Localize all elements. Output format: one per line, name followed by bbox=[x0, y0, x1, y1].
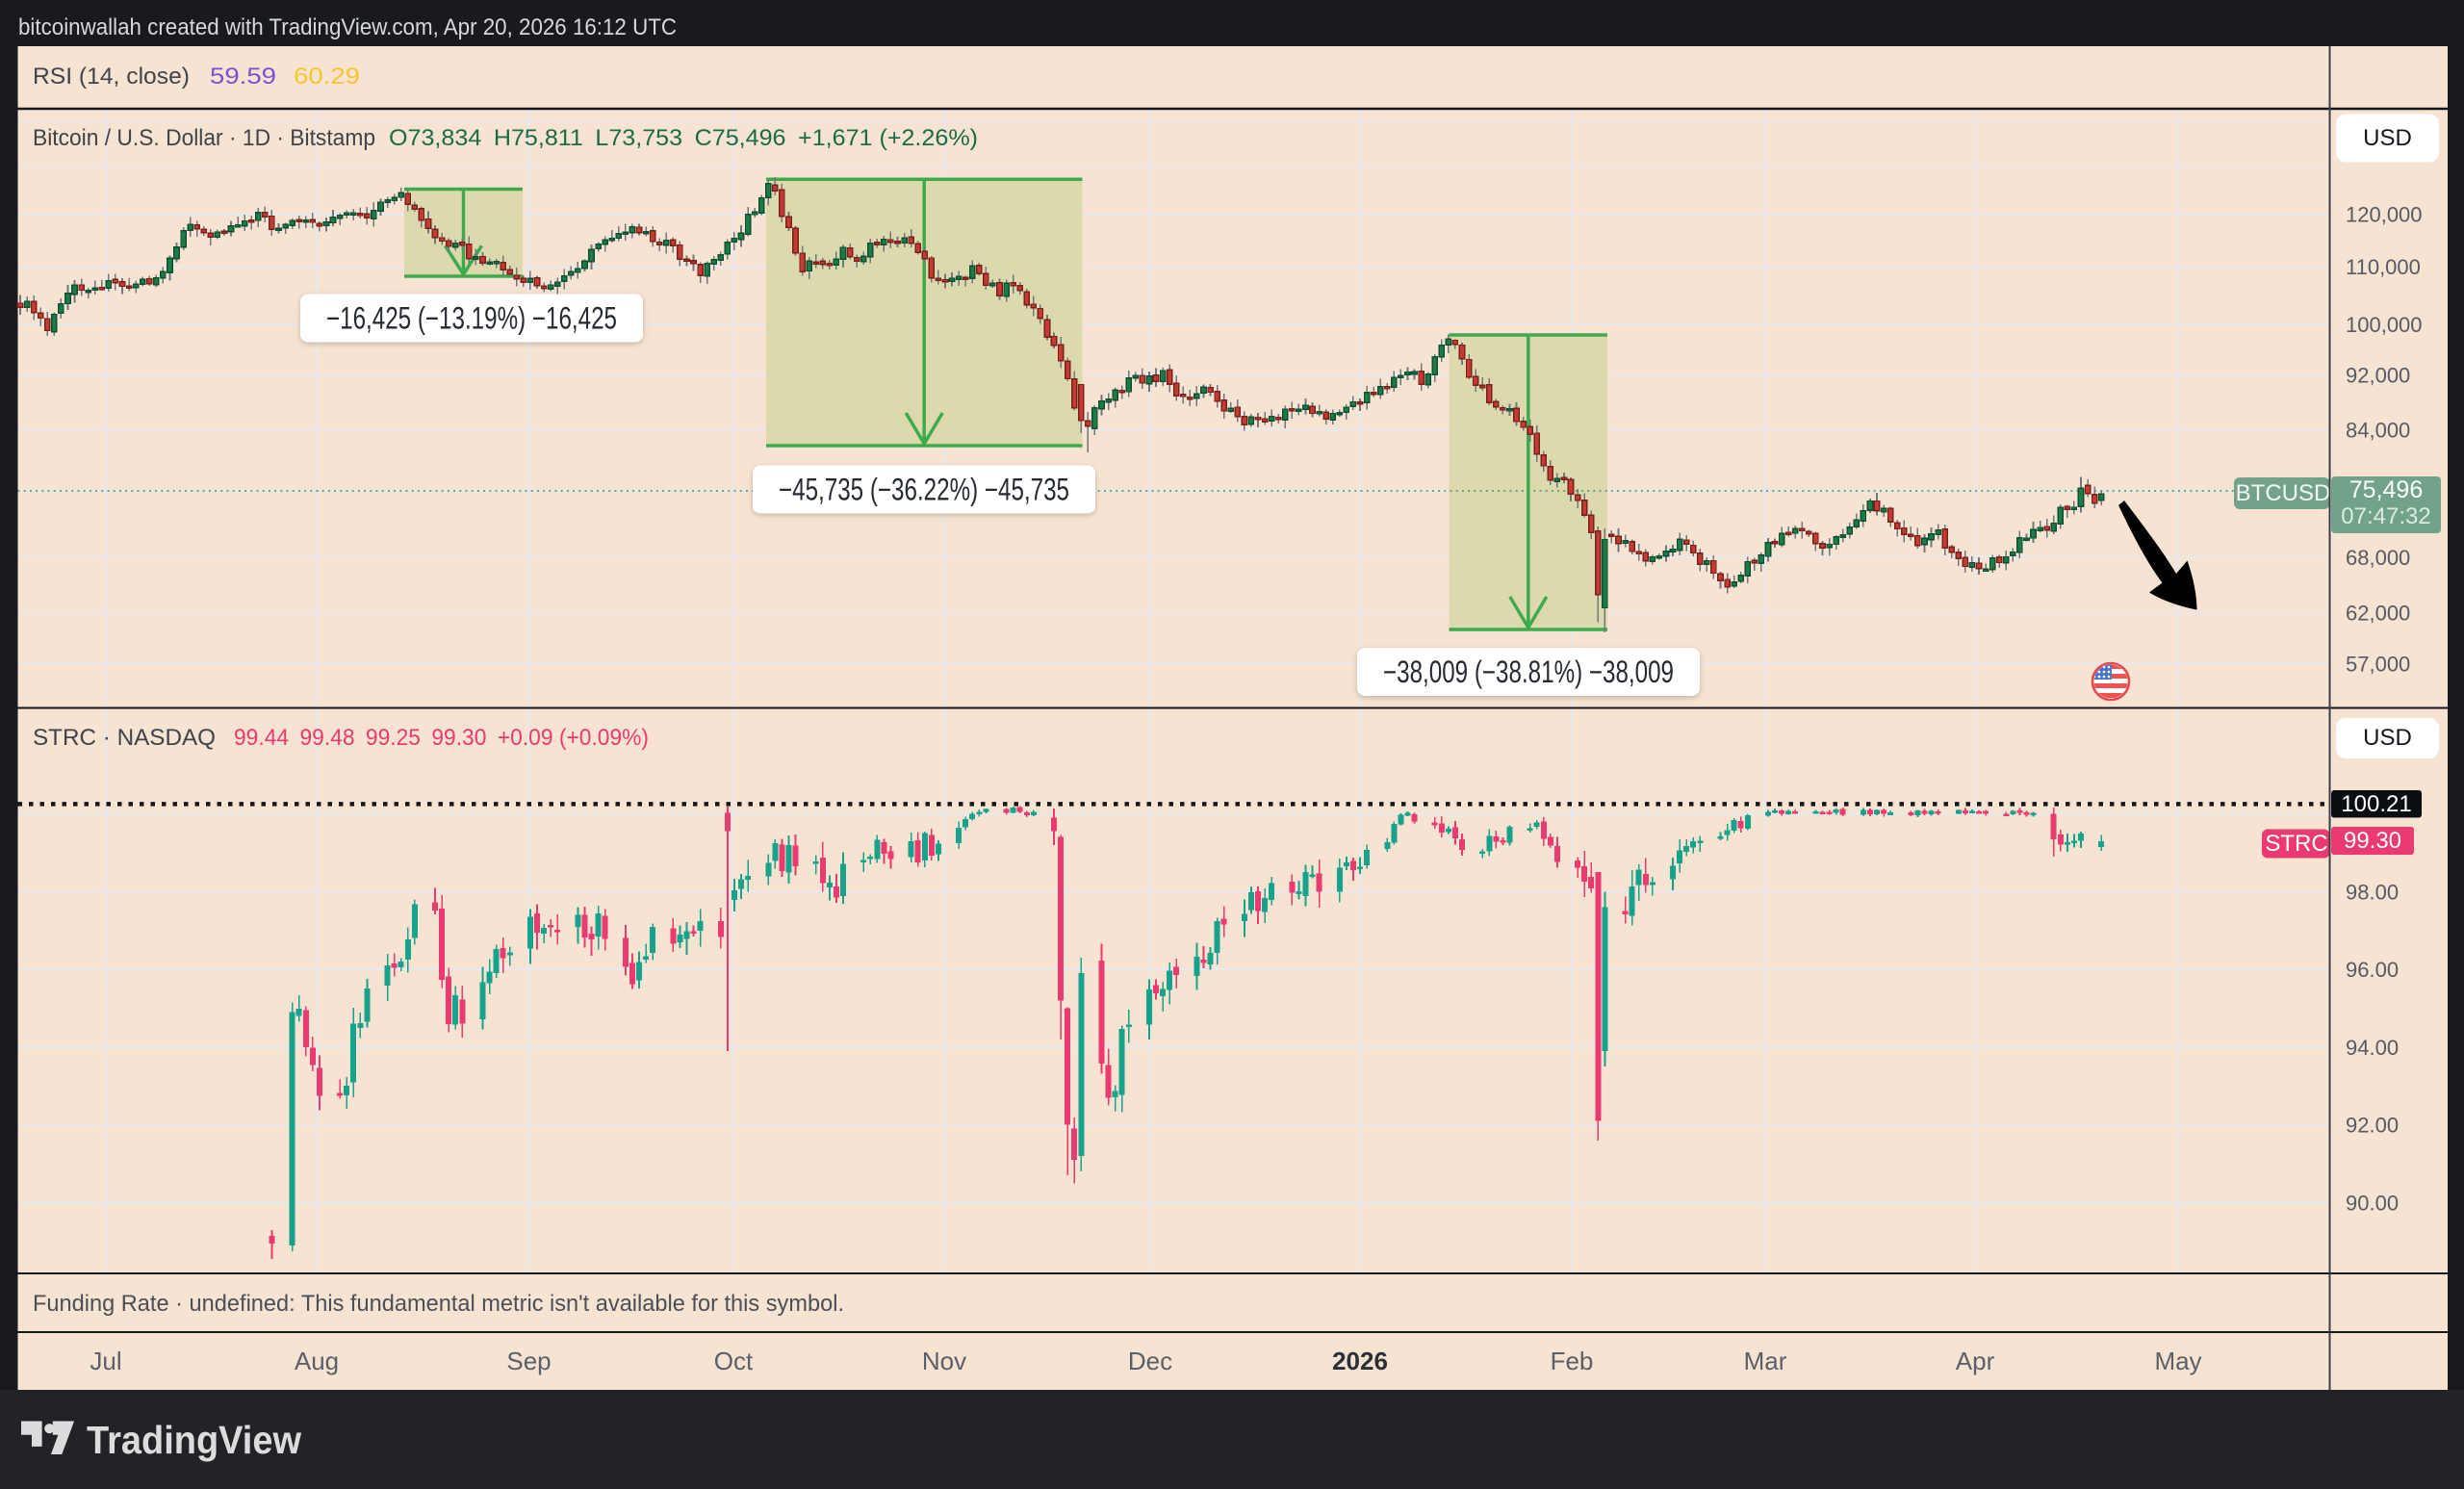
svg-text:57,000: 57,000 bbox=[2346, 652, 2410, 676]
svg-text:Sep: Sep bbox=[506, 1347, 551, 1375]
svg-text:−16,425 (−13.19%) −16,425: −16,425 (−13.19%) −16,425 bbox=[326, 301, 617, 336]
svg-text:59.59: 59.59 bbox=[210, 64, 276, 90]
svg-text:−45,735 (−36.22%) −45,735: −45,735 (−36.22%) −45,735 bbox=[779, 473, 1069, 507]
svg-text:USD: USD bbox=[2363, 125, 2412, 151]
svg-text:−38,009 (−38.81%) −38,009: −38,009 (−38.81%) −38,009 bbox=[1383, 655, 1674, 689]
svg-text:94.00: 94.00 bbox=[2346, 1036, 2399, 1060]
svg-text:90.00: 90.00 bbox=[2346, 1192, 2399, 1216]
svg-text:100.21: 100.21 bbox=[2341, 791, 2411, 817]
svg-text:Nov: Nov bbox=[922, 1347, 966, 1375]
svg-text:May: May bbox=[2154, 1347, 2201, 1375]
svg-text:Jul: Jul bbox=[90, 1347, 121, 1375]
svg-text:07:47:32: 07:47:32 bbox=[2341, 503, 2430, 529]
svg-text:99.30: 99.30 bbox=[2344, 828, 2401, 854]
svg-text:96.00: 96.00 bbox=[2346, 958, 2399, 982]
svg-text:110,000: 110,000 bbox=[2346, 255, 2421, 279]
svg-text:Dec: Dec bbox=[1128, 1347, 1172, 1375]
svg-text:92.00: 92.00 bbox=[2346, 1114, 2399, 1138]
svg-text:Mar: Mar bbox=[1744, 1347, 1787, 1375]
svg-text:98.00: 98.00 bbox=[2346, 880, 2399, 904]
svg-text:bitcoinwallah created with Tra: bitcoinwallah created with TradingView.c… bbox=[18, 14, 677, 40]
svg-text:75,496: 75,496 bbox=[2349, 476, 2423, 503]
svg-text:Funding Rate · undefined: This: Funding Rate · undefined: This fundament… bbox=[33, 1291, 844, 1317]
svg-text:60.29: 60.29 bbox=[294, 64, 360, 90]
svg-text:USD: USD bbox=[2363, 725, 2412, 751]
svg-text:Bitcoin / U.S. Dollar · 1D · B: Bitcoin / U.S. Dollar · 1D · Bitstamp bbox=[33, 125, 375, 151]
svg-text:100,000: 100,000 bbox=[2346, 313, 2423, 337]
svg-text:99.44 99.48 99.25 99.30 +0.09: 99.44 99.48 99.25 99.30 +0.09 (+0.09%) bbox=[234, 725, 649, 751]
svg-text:84,000: 84,000 bbox=[2346, 418, 2410, 442]
svg-text:2026: 2026 bbox=[1332, 1347, 1388, 1375]
svg-text:STRC: STRC bbox=[2265, 831, 2327, 857]
svg-text:Oct: Oct bbox=[714, 1347, 754, 1375]
svg-text:RSI (14, close): RSI (14, close) bbox=[33, 64, 190, 90]
svg-text:Feb: Feb bbox=[1551, 1347, 1594, 1375]
svg-text:TradingView: TradingView bbox=[87, 1418, 301, 1462]
svg-text:STRC · NASDAQ: STRC · NASDAQ bbox=[33, 725, 216, 751]
svg-text:BTCUSD: BTCUSD bbox=[2236, 480, 2331, 506]
svg-text:68,000: 68,000 bbox=[2346, 546, 2410, 570]
svg-text:92,000: 92,000 bbox=[2346, 363, 2410, 387]
svg-text:Aug: Aug bbox=[295, 1347, 339, 1375]
svg-text:62,000: 62,000 bbox=[2346, 602, 2410, 626]
svg-text:120,000: 120,000 bbox=[2346, 203, 2423, 227]
svg-text:Apr: Apr bbox=[1956, 1347, 1995, 1375]
svg-text:O73,834 H75,811 L73,753 C75,49: O73,834 H75,811 L73,753 C75,496 +1,671 (… bbox=[389, 125, 978, 151]
